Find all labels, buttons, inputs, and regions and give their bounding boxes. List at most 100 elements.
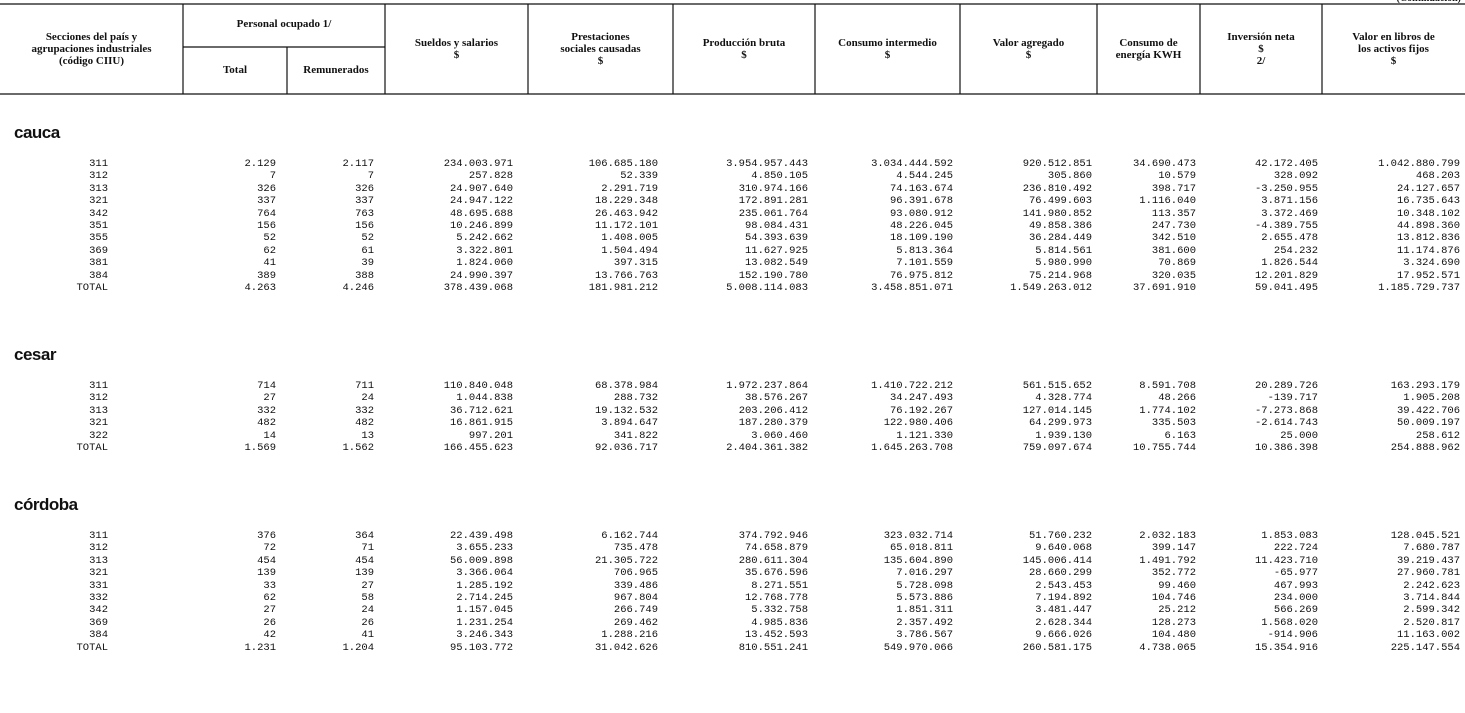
row-code: 369 (89, 244, 108, 257)
cell-value: 51.760.232 (1028, 530, 1092, 542)
continuation-note: (Continuación) (1397, 0, 1461, 5)
row-code: 331 (89, 579, 108, 592)
cell-value: 11.423.710 (1254, 554, 1318, 567)
column-header: $ (597, 55, 604, 67)
cell-value: 1.562 (342, 442, 374, 454)
cell-value: 128.273 (1151, 616, 1196, 629)
cell-value: 24.907.640 (449, 182, 513, 195)
row-code: 311 (89, 380, 108, 392)
cell-value: 4.544.245 (896, 170, 953, 183)
cell-value: 467.993 (1273, 579, 1318, 592)
cell-value: 3.372.469 (1261, 207, 1318, 220)
cell-value: 42.172.405 (1254, 158, 1318, 170)
cell-value: 1.972.237.864 (726, 380, 808, 392)
cell-value: 339.486 (613, 579, 658, 592)
cell-value: 711 (355, 380, 374, 392)
section-title: córdoba (14, 495, 78, 514)
cell-value: 1.121.330 (896, 429, 953, 442)
cell-value: 381.600 (1151, 244, 1196, 257)
cell-value: 141.980.852 (1022, 207, 1092, 220)
cell-value: 967.804 (613, 592, 658, 604)
column-header: $ (1258, 43, 1264, 55)
column-subheader: Total (222, 64, 248, 76)
cell-value: 145.006.414 (1022, 554, 1092, 567)
cell-value: 1.231.254 (456, 616, 513, 629)
cell-value: 48.266 (1158, 392, 1196, 405)
cell-value: 33 (263, 579, 276, 592)
cell-value: 2.714.245 (456, 592, 513, 604)
cell-value: 6.163 (1164, 429, 1196, 442)
cell-value: 13 (361, 429, 374, 442)
cell-value: 3.324.690 (1403, 257, 1460, 270)
cell-value: 266.749 (613, 604, 658, 617)
row-code: 311 (89, 530, 108, 542)
cell-value: 13.452.593 (744, 629, 808, 642)
cell-value: 7.680.787 (1403, 542, 1460, 555)
cell-value: 332 (257, 404, 276, 417)
cell-value: 50.009.197 (1396, 417, 1460, 430)
cell-value: 52 (263, 232, 276, 245)
cell-value: 36.712.621 (449, 404, 513, 417)
cell-value: 2.291.719 (601, 182, 658, 195)
column-header: $ (884, 49, 891, 61)
cell-value: 3.655.233 (456, 542, 513, 555)
cell-value: 1.185.729.737 (1378, 282, 1460, 294)
cell-value: 1.157.045 (456, 604, 513, 617)
cell-value: 41 (263, 257, 276, 270)
row-code: 312 (89, 392, 108, 405)
cell-value: 10.386.398 (1254, 442, 1318, 454)
cell-value: 13.082.549 (744, 257, 808, 270)
cell-value: 10.579 (1158, 170, 1196, 183)
cell-value: 15.354.916 (1254, 641, 1318, 654)
cell-value: 36.284.449 (1028, 232, 1092, 245)
cell-value: 1.939.130 (1035, 429, 1092, 442)
cell-value: 1.288.216 (601, 629, 658, 642)
cell-value: 1.851.311 (896, 604, 953, 617)
cell-value: 76.975.812 (889, 269, 953, 282)
cell-value: 2.117 (342, 158, 374, 170)
column-header: $ (1390, 55, 1397, 67)
cell-value: 34.690.473 (1132, 158, 1196, 170)
cell-value: 24.990.397 (449, 269, 513, 282)
cell-value: 4.328.774 (1035, 392, 1092, 405)
cell-value: 44.898.360 (1396, 220, 1460, 232)
cell-value: 13.812.836 (1396, 232, 1460, 245)
cell-value: 2.129 (244, 158, 276, 170)
cell-value: 98.084.431 (744, 220, 808, 232)
cell-value: 104.480 (1151, 629, 1196, 642)
cell-value: 24.127.657 (1396, 182, 1460, 195)
cell-value: 3.871.156 (1261, 195, 1318, 208)
cell-value: 11.174.876 (1396, 244, 1460, 257)
cell-value: 258.612 (1415, 429, 1460, 442)
cell-value: 398.717 (1151, 182, 1196, 195)
cell-value: 1.204 (342, 641, 374, 654)
cell-value: 2.032.183 (1139, 530, 1196, 542)
cell-value: 3.894.647 (601, 417, 658, 430)
cell-value: 172.891.281 (738, 195, 808, 208)
row-code: 322 (89, 429, 108, 442)
cell-value: 5.728.098 (896, 579, 953, 592)
cell-value: 7 (269, 170, 276, 183)
column-header: Producción bruta (702, 37, 786, 49)
cell-value: -4.389.755 (1254, 220, 1318, 232)
cell-value: 257.828 (468, 170, 513, 183)
column-header: agrupaciones industriales (31, 43, 152, 55)
cell-value: 70.869 (1158, 257, 1196, 270)
section-title: cauca (14, 123, 60, 142)
cell-value: 52.339 (620, 170, 658, 183)
cell-value: -914.906 (1267, 629, 1318, 642)
cell-value: 10.246.899 (449, 220, 513, 232)
cell-value: 920.512.851 (1022, 158, 1092, 170)
cell-value: 62 (263, 244, 276, 257)
cell-value: 17.952.571 (1396, 269, 1460, 282)
column-header: 2/ (1256, 55, 1266, 67)
cell-value: -139.717 (1267, 392, 1318, 405)
cell-value: 997.201 (468, 429, 513, 442)
cell-value: 3.481.447 (1035, 604, 1092, 617)
cell-value: 4.246 (342, 282, 374, 294)
cell-value: 1.569 (244, 442, 276, 454)
cell-value: 482 (355, 417, 374, 430)
cell-value: 1.826.544 (1261, 257, 1318, 270)
cell-value: 1.774.102 (1139, 404, 1196, 417)
cell-value: 3.034.444.592 (871, 158, 953, 170)
